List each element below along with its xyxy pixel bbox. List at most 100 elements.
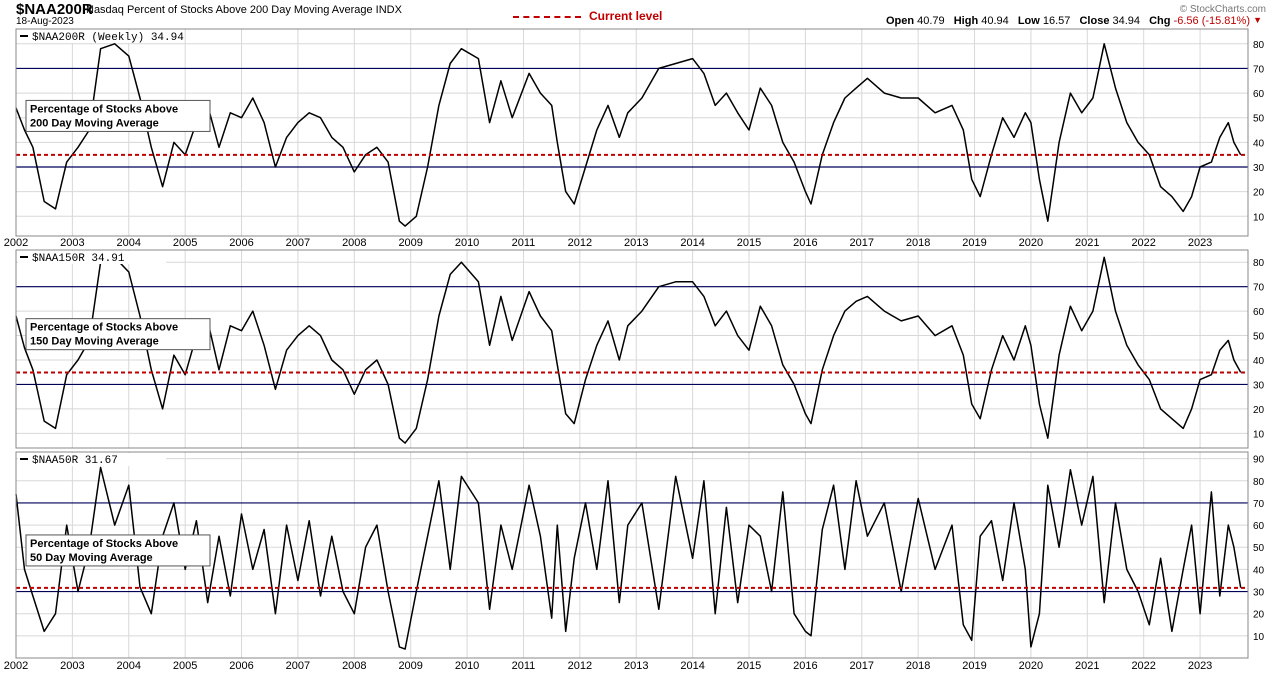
x-tick-label: 2012 bbox=[568, 237, 592, 249]
annotation-text: Percentage of Stocks Above bbox=[30, 538, 178, 550]
panel-label: $NAA200R (Weekly) 34.94 bbox=[32, 32, 184, 44]
panel-label: $NAA150R 34.91 bbox=[32, 253, 125, 265]
x-tick-label: 2020 bbox=[1019, 237, 1043, 249]
annotation-box bbox=[25, 318, 211, 351]
annotation-box bbox=[25, 99, 211, 132]
panel-frame bbox=[15, 249, 1249, 449]
x-tick-label: 2006 bbox=[229, 660, 253, 672]
chart-date: 18-Aug-2023 bbox=[16, 16, 74, 27]
y-tick-label: 50 bbox=[1253, 332, 1265, 343]
panel-frame bbox=[15, 451, 1249, 659]
open-value: 40.79 bbox=[917, 15, 945, 27]
x-tick-label: 2010 bbox=[455, 237, 479, 249]
legend-label: Current level bbox=[589, 9, 663, 23]
legend-current-level: Current level bbox=[513, 9, 662, 23]
close-value: 34.94 bbox=[1112, 15, 1141, 27]
x-tick-label: 2022 bbox=[1131, 237, 1155, 249]
x-tick-label: 2023 bbox=[1188, 660, 1212, 672]
panel-3: 10 20 30 40 50 60 70 80 90 $NAA50R 31.67 Percentag… bbox=[4, 451, 1265, 672]
y-tick-label: 10 bbox=[1253, 429, 1265, 440]
legend-dashed-line-icon bbox=[513, 15, 581, 18]
panel-2: 10 20 30 40 50 60 70 80 $NAA150R 34.91 Percentage… bbox=[15, 249, 1265, 449]
panel-label-bg bbox=[18, 251, 166, 264]
x-tick-label: 2008 bbox=[342, 237, 366, 249]
x-tick-label: 2013 bbox=[624, 237, 648, 249]
x-tick-label: 2005 bbox=[173, 237, 197, 249]
y-tick-label: 70 bbox=[1253, 64, 1265, 75]
x-tick-label: 2007 bbox=[286, 660, 310, 672]
y-tick-label: 30 bbox=[1253, 380, 1265, 391]
high-label: High bbox=[953, 15, 979, 27]
chart-description: Nasdaq Percent of Stocks Above 200 Day M… bbox=[86, 4, 402, 16]
x-tick-label: 2015 bbox=[737, 660, 761, 672]
x-tick-label: 2019 bbox=[962, 237, 986, 249]
x-tick-label: 2009 bbox=[398, 237, 422, 249]
panel-frame bbox=[15, 28, 1249, 237]
chg-label: Chg bbox=[1149, 15, 1171, 27]
close-label: Close bbox=[1079, 15, 1110, 27]
x-tick-label: 2013 bbox=[624, 660, 648, 672]
panel-label: $NAA50R 31.67 bbox=[32, 455, 118, 467]
x-tick-label: 2011 bbox=[512, 237, 536, 249]
y-tick-label: 60 bbox=[1253, 89, 1265, 100]
x-tick-label: 2018 bbox=[906, 237, 930, 249]
x-tick-label: 2021 bbox=[1075, 237, 1099, 249]
open-label: Open bbox=[885, 15, 915, 27]
x-tick-label: 2009 bbox=[398, 660, 422, 672]
panel-label-bg bbox=[18, 30, 166, 43]
annotation-text: Percentage of Stocks Above bbox=[30, 322, 178, 334]
y-tick-label: 90 bbox=[1253, 455, 1265, 466]
ohlc-readout: Open 40.79 High 40.94 Low 16.57 Close 34… bbox=[886, 15, 1250, 27]
series-line bbox=[15, 466, 1242, 650]
x-tick-label: 2008 bbox=[342, 660, 366, 672]
y-tick-label: 10 bbox=[1253, 632, 1265, 643]
y-tick-label: 60 bbox=[1253, 307, 1265, 318]
y-tick-label: 70 bbox=[1253, 283, 1265, 294]
y-tick-label: 80 bbox=[1253, 477, 1265, 488]
annotation-text: Percentage of Stocks Above bbox=[30, 103, 178, 115]
y-tick-label: 70 bbox=[1253, 499, 1265, 510]
y-tick-label: 20 bbox=[1253, 610, 1265, 621]
low-value: 16.57 bbox=[1042, 15, 1071, 27]
x-tick-label: 2021 bbox=[1075, 660, 1099, 672]
panel-label-bg bbox=[18, 453, 166, 466]
annotation-text: 50 Day Moving Average bbox=[30, 552, 153, 564]
triangle-down-icon: ▼ bbox=[1253, 15, 1262, 25]
high-value: 40.94 bbox=[981, 15, 1009, 27]
x-tick-label: 2004 bbox=[117, 237, 141, 249]
low-label: Low bbox=[1017, 15, 1040, 27]
y-tick-label: 80 bbox=[1253, 40, 1265, 51]
x-tick-label: 2017 bbox=[850, 237, 874, 249]
y-tick-label: 80 bbox=[1253, 258, 1265, 269]
x-tick-label: 2006 bbox=[229, 237, 253, 249]
brand-watermark: © StockCharts.com bbox=[1179, 4, 1266, 15]
y-tick-label: 30 bbox=[1253, 588, 1265, 599]
y-tick-label: 40 bbox=[1253, 138, 1265, 149]
x-tick-label: 2007 bbox=[286, 237, 310, 249]
x-tick-label: 2002 bbox=[4, 660, 28, 672]
x-tick-label: 2014 bbox=[680, 660, 704, 672]
y-tick-label: 60 bbox=[1253, 521, 1265, 532]
x-tick-label: 2014 bbox=[680, 237, 704, 249]
y-tick-label: 40 bbox=[1253, 565, 1265, 576]
y-tick-label: 40 bbox=[1253, 356, 1265, 367]
y-tick-label: 50 bbox=[1253, 543, 1265, 554]
x-tick-label: 2011 bbox=[512, 660, 536, 672]
x-tick-label: 2004 bbox=[117, 660, 141, 672]
x-tick-label: 2020 bbox=[1019, 660, 1043, 672]
y-tick-label: 50 bbox=[1253, 114, 1265, 125]
y-tick-label: 20 bbox=[1253, 188, 1265, 199]
x-tick-label: 2017 bbox=[850, 660, 874, 672]
annotation-text: 200 Day Moving Average bbox=[30, 117, 159, 129]
x-tick-label: 2019 bbox=[962, 660, 986, 672]
x-tick-label: 2022 bbox=[1131, 660, 1155, 672]
chg-value: -6.56 (-15.81%) bbox=[1173, 15, 1250, 27]
symbol-title: $NAA200R bbox=[16, 1, 93, 18]
y-tick-label: 30 bbox=[1253, 163, 1265, 174]
x-tick-label: 2016 bbox=[793, 660, 817, 672]
series-line bbox=[15, 256, 1242, 444]
x-tick-label: 2005 bbox=[173, 660, 197, 672]
annotation-text: 150 Day Moving Average bbox=[30, 336, 159, 348]
